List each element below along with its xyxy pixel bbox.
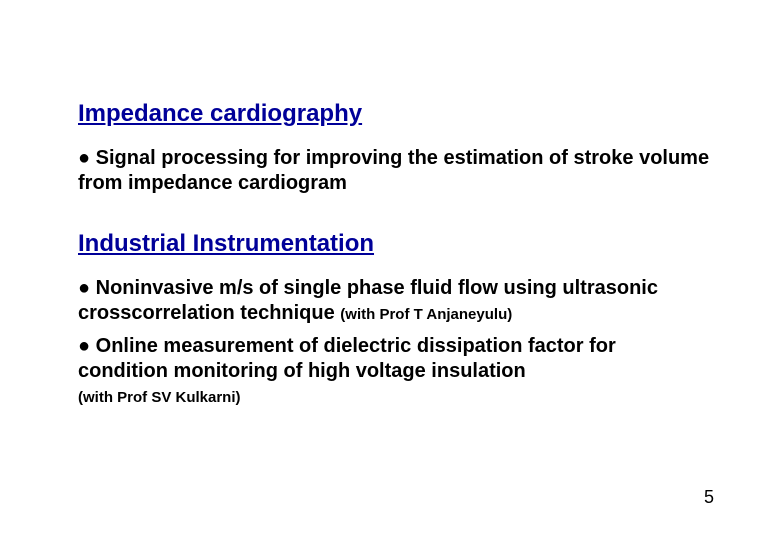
bullet-glyph: ● [78,335,90,357]
bullet-item-3: ● Online measurement of dielectric dissi… [78,334,710,409]
bullet-item-1: ● Signal processing for improving the es… [78,146,710,196]
bullet-attrib: (with Prof SV Kulkarni) [78,389,241,406]
bullet-text: Online measurement of dielectric dissipa… [78,335,616,382]
bullet-attrib: (with Prof T Anjaneyulu) [340,306,512,323]
section-heading-1: Impedance cardiography [78,100,710,128]
page-number: 5 [704,487,714,508]
section-heading-2: Industrial Instrumentation [78,230,710,258]
bullet-glyph: ● [78,147,90,169]
slide-content: Impedance cardiography ● Signal processi… [0,0,780,540]
bullet-item-2: ● Noninvasive m/s of single phase fluid … [78,276,710,326]
bullet-glyph: ● [78,277,90,299]
bullet-text: Signal processing for improving the esti… [78,147,709,194]
